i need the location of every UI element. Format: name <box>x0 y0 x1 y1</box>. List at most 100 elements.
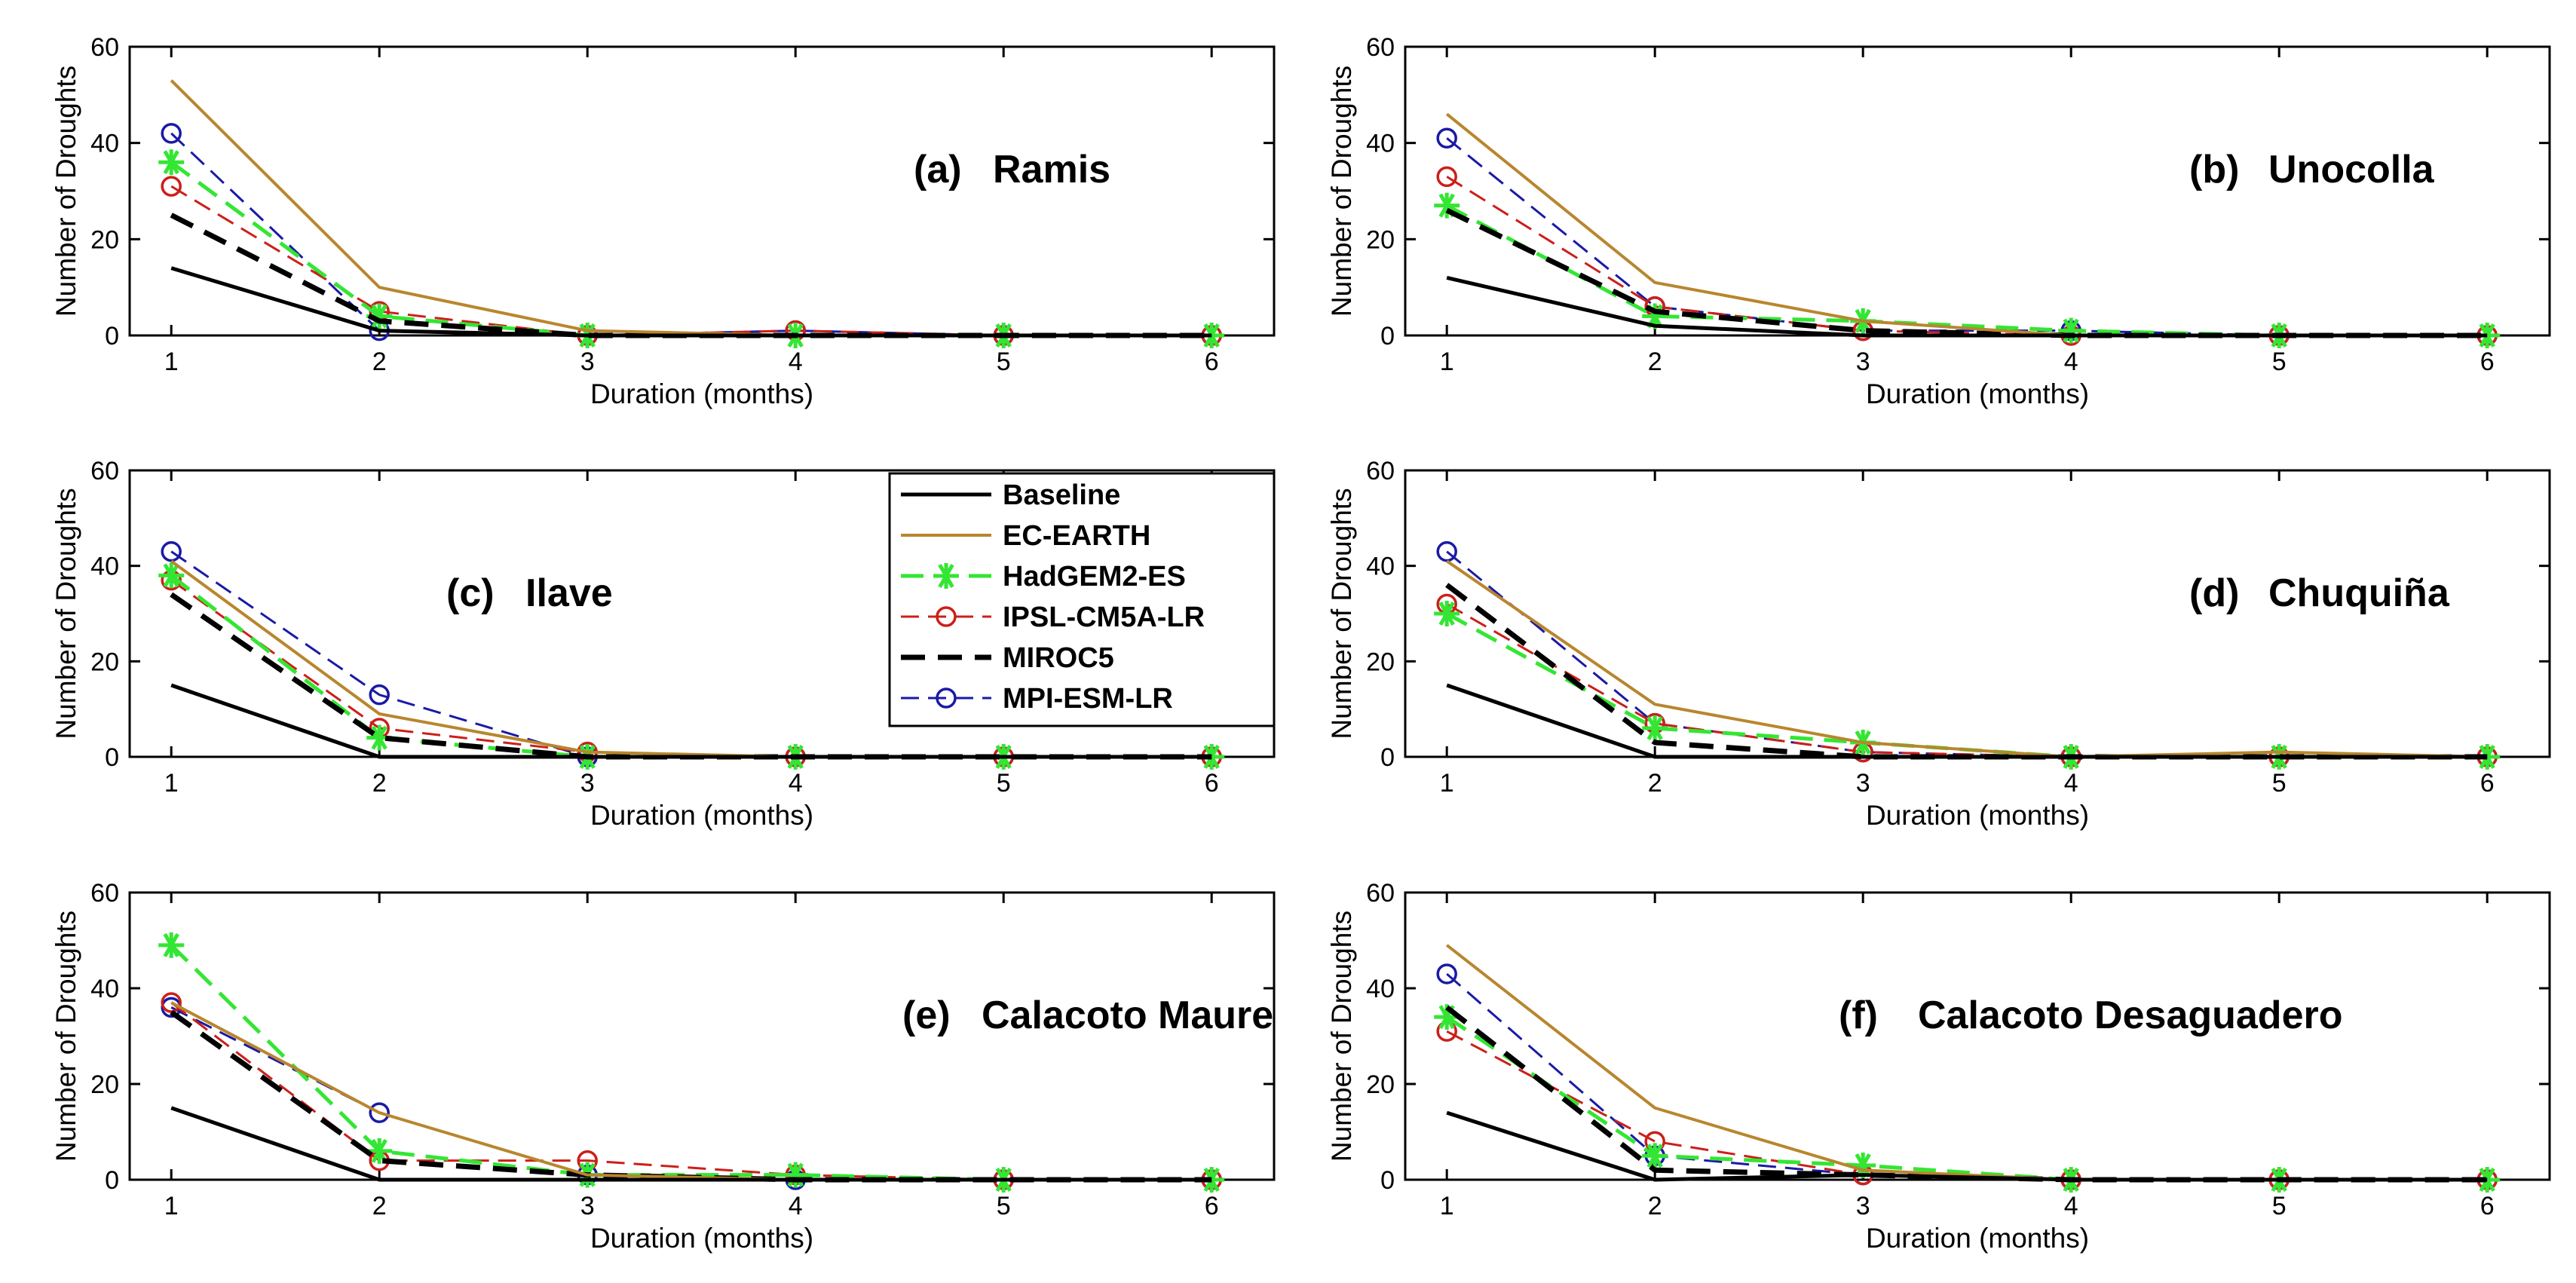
y-axis-label: Number of Droughts <box>51 66 81 317</box>
series-ipsl-cm5a-lr <box>1436 166 2498 346</box>
legend-label: MPI-ESM-LR <box>1003 683 1173 715</box>
x-tick-label: 5 <box>997 769 1011 798</box>
series-line-ipsl-cm5a-lr <box>1446 1030 2488 1181</box>
y-axis-label: Number of Droughts <box>1326 911 1357 1162</box>
station-name: Ramis <box>993 148 1110 191</box>
x-tick-label: 1 <box>1440 348 1454 376</box>
data-point-mpi-esm-lr <box>369 1102 390 1123</box>
series-line-ipsl-cm5a-lr <box>1446 176 2488 337</box>
series-line-miroc5 <box>170 213 1212 338</box>
data-point-ipsl-cm5a-lr <box>161 992 182 1013</box>
y-tick-label: 0 <box>105 1166 119 1195</box>
panel-letter: (c) <box>446 571 495 615</box>
legend-label: MIROC5 <box>1003 642 1114 674</box>
series-ipsl-cm5a-lr <box>1436 593 2498 767</box>
series-line-hadgem2-es <box>1445 1015 2488 1182</box>
y-tick-label: 40 <box>90 553 119 581</box>
data-point-hadgem2-es <box>2058 317 2084 344</box>
y-tick-label: 20 <box>90 225 119 254</box>
chart-panel-e: 0 20 40 60 1 2 3 4 5 6 Duration (months) Number of … <box>51 879 1276 1254</box>
series-line-baseline <box>1446 275 2488 338</box>
series-ec-earth <box>1446 559 2488 758</box>
station-name: Ilave <box>525 571 613 615</box>
y-axis-label: Number of Droughts <box>1326 488 1357 739</box>
series-line-ipsl-cm5a-lr <box>170 1001 1212 1181</box>
panel-title: (a) Ramis <box>914 148 1110 191</box>
x-tick-label: 6 <box>1205 769 1219 798</box>
y-tick-label: 60 <box>1366 879 1395 908</box>
series-baseline <box>1446 275 2488 338</box>
series-line-hadgem2-es <box>1446 204 2488 338</box>
series-ec-earth <box>1445 944 2488 1181</box>
x-tick-label: 1 <box>164 348 179 376</box>
panel-title: (c) Ilave <box>446 571 613 615</box>
data-point-mpi-esm-lr <box>369 684 390 706</box>
legend-marker <box>936 687 957 709</box>
x-tick-label: 2 <box>372 1192 387 1220</box>
series-hadgem2-es <box>158 932 1225 1193</box>
data-point-hadgem2-es <box>1642 715 1668 741</box>
legend-entry: HadGEM2-ES <box>901 561 1186 593</box>
y-tick-label: 40 <box>90 130 119 158</box>
y-tick-label: 60 <box>90 879 119 908</box>
series-miroc5 <box>170 1009 1212 1183</box>
station-name: Chuquiña <box>2268 571 2450 615</box>
legend-label: EC-EARTH <box>1003 520 1150 552</box>
legend-entry: MIROC5 <box>901 642 1114 674</box>
x-tick-label: 3 <box>580 769 595 798</box>
x-tick-label: 1 <box>1440 769 1454 798</box>
data-point-hadgem2-es <box>1642 1143 1668 1169</box>
x-tick-label: 4 <box>789 769 803 798</box>
y-tick-label: 60 <box>90 33 119 62</box>
x-tick-label: 1 <box>164 1192 179 1220</box>
x-tick-label: 4 <box>789 1192 803 1220</box>
series-line-ec-earth <box>1446 559 2488 758</box>
y-tick-label: 0 <box>1380 1166 1395 1195</box>
x-tick-label: 5 <box>2272 1192 2287 1220</box>
y-tick-label: 40 <box>1366 130 1395 158</box>
chart-panel-a: 0 20 40 60 1 2 3 4 5 6 Duration (months) Number of … <box>51 33 1276 409</box>
x-tick-label: 5 <box>997 1192 1011 1220</box>
data-point-hadgem2-es <box>158 149 185 176</box>
data-point-hadgem2-es <box>158 562 185 589</box>
x-tick-label: 2 <box>1648 769 1662 798</box>
series-line-baseline <box>1446 1110 2488 1182</box>
panel-letter: (f) <box>1839 994 1878 1037</box>
station-name: Calacoto Desaguadero <box>1918 994 2343 1037</box>
data-point-mpi-esm-lr <box>1436 127 1457 149</box>
axes-box <box>1404 891 2551 1181</box>
y-axis-label: Number of Droughts <box>1326 66 1357 317</box>
panel-title: (e) Calacoto Maure <box>902 994 1273 1037</box>
series-hadgem2-es <box>1434 192 2501 348</box>
legend-label: Baseline <box>1003 479 1120 511</box>
x-tick-label: 3 <box>1856 1192 1870 1220</box>
x-tick-label: 6 <box>1205 1192 1219 1220</box>
x-tick-label: 3 <box>1856 769 1870 798</box>
panel-letter: (d) <box>2189 571 2239 615</box>
series-baseline <box>170 1106 1212 1182</box>
x-tick-label: 6 <box>2480 1192 2495 1220</box>
x-tick-label: 6 <box>2480 769 2495 798</box>
x-tick-label: 6 <box>2480 348 2495 376</box>
x-tick-label: 5 <box>2272 348 2287 376</box>
series-baseline <box>1446 683 2488 759</box>
x-axis-label: Duration (months) <box>590 378 813 409</box>
legend-label: IPSL-CM5A-LR <box>1003 602 1205 633</box>
y-tick-label: 40 <box>1366 553 1395 581</box>
x-tick-label: 2 <box>1648 348 1662 376</box>
y-tick-label: 60 <box>1366 457 1395 485</box>
x-axis-label: Duration (months) <box>1866 378 2089 409</box>
data-point-hadgem2-es <box>158 932 185 958</box>
x-tick-label: 4 <box>2064 1192 2078 1220</box>
chart-panel-b: 0 20 40 60 1 2 3 4 5 6 Duration (months) Number of … <box>1326 33 2551 409</box>
chart-panel-f: 0 20 40 60 1 2 3 4 5 6 Duration (months) Number of … <box>1326 879 2551 1254</box>
x-axis-label: Duration (months) <box>1866 800 2089 831</box>
x-tick-label: 5 <box>997 348 1011 376</box>
x-tick-label: 2 <box>1648 1192 1662 1220</box>
legend-marker <box>936 606 957 627</box>
x-tick-label: 1 <box>164 769 179 798</box>
y-tick-label: 0 <box>105 322 119 351</box>
data-point-mpi-esm-lr <box>1436 963 1457 984</box>
panel-letter: (b) <box>2189 148 2239 191</box>
